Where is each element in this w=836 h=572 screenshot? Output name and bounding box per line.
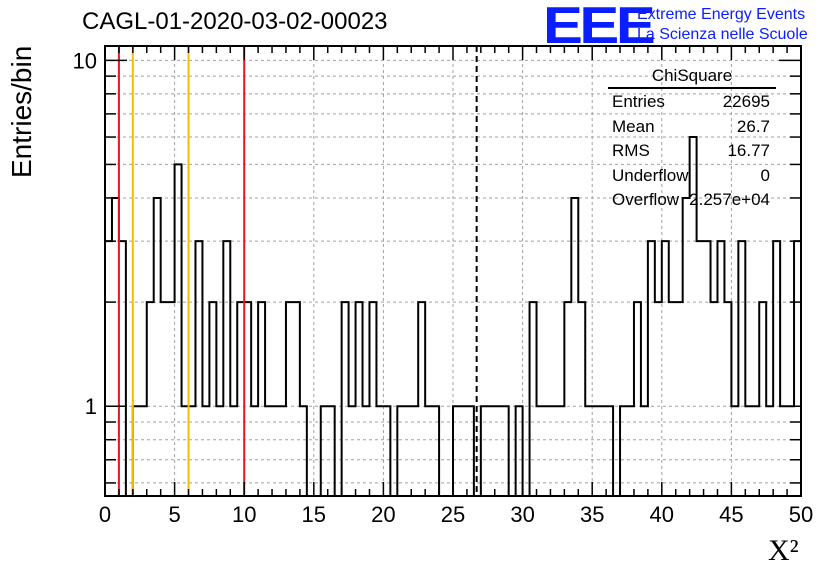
stats-label: RMS [612, 141, 650, 160]
x-tick-label: 0 [99, 502, 111, 527]
stats-row-underflow: Underflow 0 [612, 164, 770, 189]
stats-label: Underflow [612, 165, 689, 185]
logo-caption: Extreme Energy Events La Scienza nelle S… [637, 5, 808, 45]
logo-mark: EEE [543, 0, 656, 55]
stats-label: Entries [612, 92, 665, 111]
x-tick-label: 35 [580, 502, 604, 527]
logo-line-2: La Scienza nelle Scuole [637, 26, 808, 43]
stats-label: Mean [612, 116, 655, 136]
x-tick-label: 10 [232, 502, 256, 527]
x-axis-label: X² [768, 534, 799, 567]
stats-row-entries: Entries 22695 [612, 90, 770, 115]
x-tick-label: 30 [510, 502, 534, 527]
stats-row-overflow: Overflow 2.257e+04 [612, 188, 770, 213]
x-tick-label: 5 [168, 502, 180, 527]
y-tick-label: 1 [85, 394, 97, 419]
stats-box: ChiSquare Entries 22695 Mean 26.7 RMS 16… [608, 66, 776, 213]
y-tick-label: 10 [73, 48, 97, 73]
x-tick-label: 15 [302, 502, 326, 527]
chart-title: CAGL-01-2020-03-02-00023 [82, 8, 388, 35]
stats-value: 16.77 [727, 141, 770, 160]
stats-label: Overflow [612, 190, 680, 209]
stats-title: ChiSquare [608, 66, 776, 89]
x-tick-label: 50 [789, 502, 813, 527]
x-tick-label: 20 [371, 502, 395, 527]
stats-value: 22695 [722, 92, 770, 111]
stats-value: 2.257e+04 [689, 190, 770, 209]
x-tick-label: 25 [441, 502, 465, 527]
stats-row-mean: Mean 26.7 [612, 115, 770, 140]
x-tick-label: 45 [719, 502, 743, 527]
x-tick-label: 40 [650, 502, 674, 527]
stats-row-rms: RMS 16.77 [612, 139, 770, 164]
stats-value: 0 [760, 165, 770, 185]
logo-line-1: Extreme Energy Events [637, 6, 806, 23]
stats-value: 26.7 [736, 116, 770, 136]
